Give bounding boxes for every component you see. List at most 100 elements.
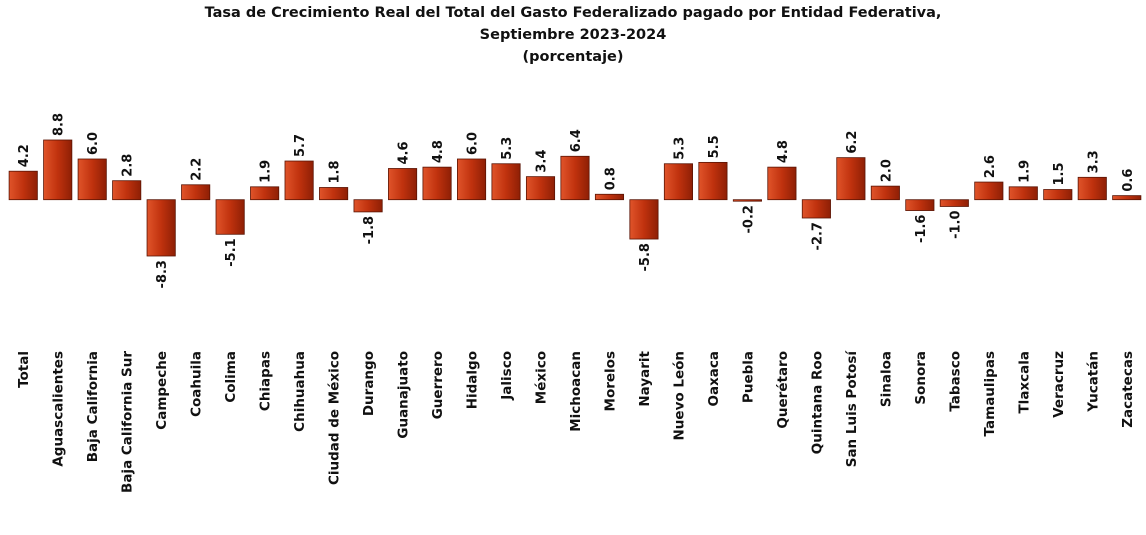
bar bbox=[319, 187, 349, 201]
bar bbox=[491, 163, 521, 201]
x-tick-label: Puebla bbox=[740, 351, 756, 403]
x-tick-label: Durango bbox=[361, 351, 377, 416]
value-label: 2.2 bbox=[190, 158, 205, 181]
x-tick-label: Sonora bbox=[913, 351, 929, 405]
x-tick-label: Morelos bbox=[602, 351, 618, 411]
x-tick-label: Baja California bbox=[85, 351, 101, 462]
chart-subtitle: Septiembre 2023-2024 bbox=[480, 27, 667, 43]
value-label: 6.0 bbox=[86, 132, 101, 155]
bar bbox=[1008, 186, 1038, 201]
bar bbox=[1112, 195, 1142, 201]
bar bbox=[560, 155, 590, 201]
bar bbox=[215, 199, 245, 235]
value-label: 4.8 bbox=[431, 140, 446, 163]
value-label: 6.2 bbox=[845, 131, 860, 154]
x-tick-label: Guerrero bbox=[430, 351, 446, 419]
value-label: 8.8 bbox=[52, 113, 67, 136]
bar bbox=[8, 170, 38, 201]
bar bbox=[43, 139, 73, 201]
x-tick-label: Total bbox=[16, 351, 32, 388]
x-tick-label: Zacatecas bbox=[1120, 351, 1136, 428]
x-tick-label: Oaxaca bbox=[706, 351, 722, 407]
bar bbox=[457, 158, 487, 201]
x-tick-label: Guanajuato bbox=[396, 351, 412, 439]
value-label: 4.2 bbox=[17, 144, 32, 167]
bar bbox=[284, 160, 314, 201]
value-label: 2.0 bbox=[879, 159, 894, 182]
value-label: 5.5 bbox=[707, 135, 722, 158]
value-label: 5.7 bbox=[293, 134, 308, 157]
x-tick-label: Michoacan bbox=[568, 351, 584, 432]
x-tick-label: Chiapas bbox=[258, 351, 274, 411]
bar bbox=[767, 166, 797, 201]
bar bbox=[594, 193, 625, 201]
x-tick-label: Campeche bbox=[154, 351, 170, 430]
bar bbox=[525, 176, 556, 201]
bar bbox=[698, 161, 728, 201]
value-label: -0.2 bbox=[741, 205, 756, 233]
x-tick-label: Yucatán bbox=[1085, 351, 1101, 413]
x-tick-label: Quintana Roo bbox=[809, 351, 825, 454]
bar bbox=[422, 166, 452, 201]
x-tick-label: Coahuila bbox=[189, 351, 205, 417]
value-label: 3.3 bbox=[1086, 150, 1101, 173]
bar bbox=[801, 199, 831, 219]
bar bbox=[629, 199, 659, 240]
x-tick-label: Querétaro bbox=[775, 351, 791, 429]
bar bbox=[836, 157, 866, 201]
x-tick-label: Hidalgo bbox=[465, 351, 481, 409]
bar bbox=[939, 199, 969, 207]
value-label: 6.0 bbox=[466, 132, 481, 155]
bar bbox=[112, 180, 142, 201]
value-label: -2.7 bbox=[810, 222, 825, 250]
x-tick-label: Nuevo León bbox=[671, 351, 687, 440]
value-label: 2.6 bbox=[983, 155, 998, 178]
x-tick-label: Jalisco bbox=[499, 351, 515, 401]
x-tick-label: Colima bbox=[223, 351, 239, 403]
value-label: -1.0 bbox=[948, 210, 963, 238]
x-tick-label: Tlaxcala bbox=[1016, 351, 1032, 414]
bar bbox=[181, 184, 211, 201]
x-tick-label: Sinaloa bbox=[878, 351, 894, 407]
x-tick-label: Baja California Sur bbox=[120, 351, 136, 493]
value-label: 5.3 bbox=[500, 137, 515, 160]
bar bbox=[77, 158, 107, 201]
value-label: 1.8 bbox=[328, 160, 343, 183]
value-label: 1.9 bbox=[259, 160, 274, 183]
x-tick-label: México bbox=[534, 351, 550, 404]
value-label: 1.9 bbox=[1017, 160, 1032, 183]
bar bbox=[974, 181, 1004, 201]
value-label: -8.3 bbox=[155, 260, 170, 288]
chart-title: Tasa de Crecimiento Real del Total del G… bbox=[205, 5, 942, 21]
bar bbox=[353, 199, 383, 213]
value-label: 0.8 bbox=[603, 167, 618, 190]
bar bbox=[388, 168, 418, 201]
value-label: 4.6 bbox=[397, 141, 412, 164]
x-tick-label: Chihuahua bbox=[292, 351, 308, 432]
x-tick-label: Veracruz bbox=[1051, 351, 1067, 418]
value-label: -5.8 bbox=[638, 243, 653, 271]
value-label: 0.6 bbox=[1121, 169, 1136, 192]
x-tick-label: Tabasco bbox=[947, 351, 963, 412]
value-label: 4.8 bbox=[776, 140, 791, 163]
bar bbox=[663, 163, 693, 201]
bar bbox=[905, 199, 935, 211]
value-label: 5.3 bbox=[672, 137, 687, 160]
chart-unit: (porcentaje) bbox=[522, 49, 623, 65]
x-tick-label: San Luis Potosí bbox=[844, 350, 860, 468]
bar bbox=[732, 199, 762, 202]
value-label: -1.6 bbox=[914, 215, 929, 243]
x-tick-label: Nayarit bbox=[637, 350, 653, 406]
bar bbox=[1077, 176, 1107, 201]
bar bbox=[146, 199, 176, 257]
value-label: 6.4 bbox=[569, 129, 584, 152]
x-tick-label: Tamaulipas bbox=[982, 351, 998, 436]
value-label: 2.8 bbox=[121, 154, 136, 177]
value-label: 3.4 bbox=[535, 150, 550, 173]
x-tick-label: Ciudad de México bbox=[327, 351, 343, 485]
x-tick-label: Aguascalientes bbox=[51, 351, 67, 467]
bar bbox=[1043, 189, 1073, 201]
bar bbox=[250, 186, 280, 201]
value-label: -1.8 bbox=[362, 216, 377, 244]
